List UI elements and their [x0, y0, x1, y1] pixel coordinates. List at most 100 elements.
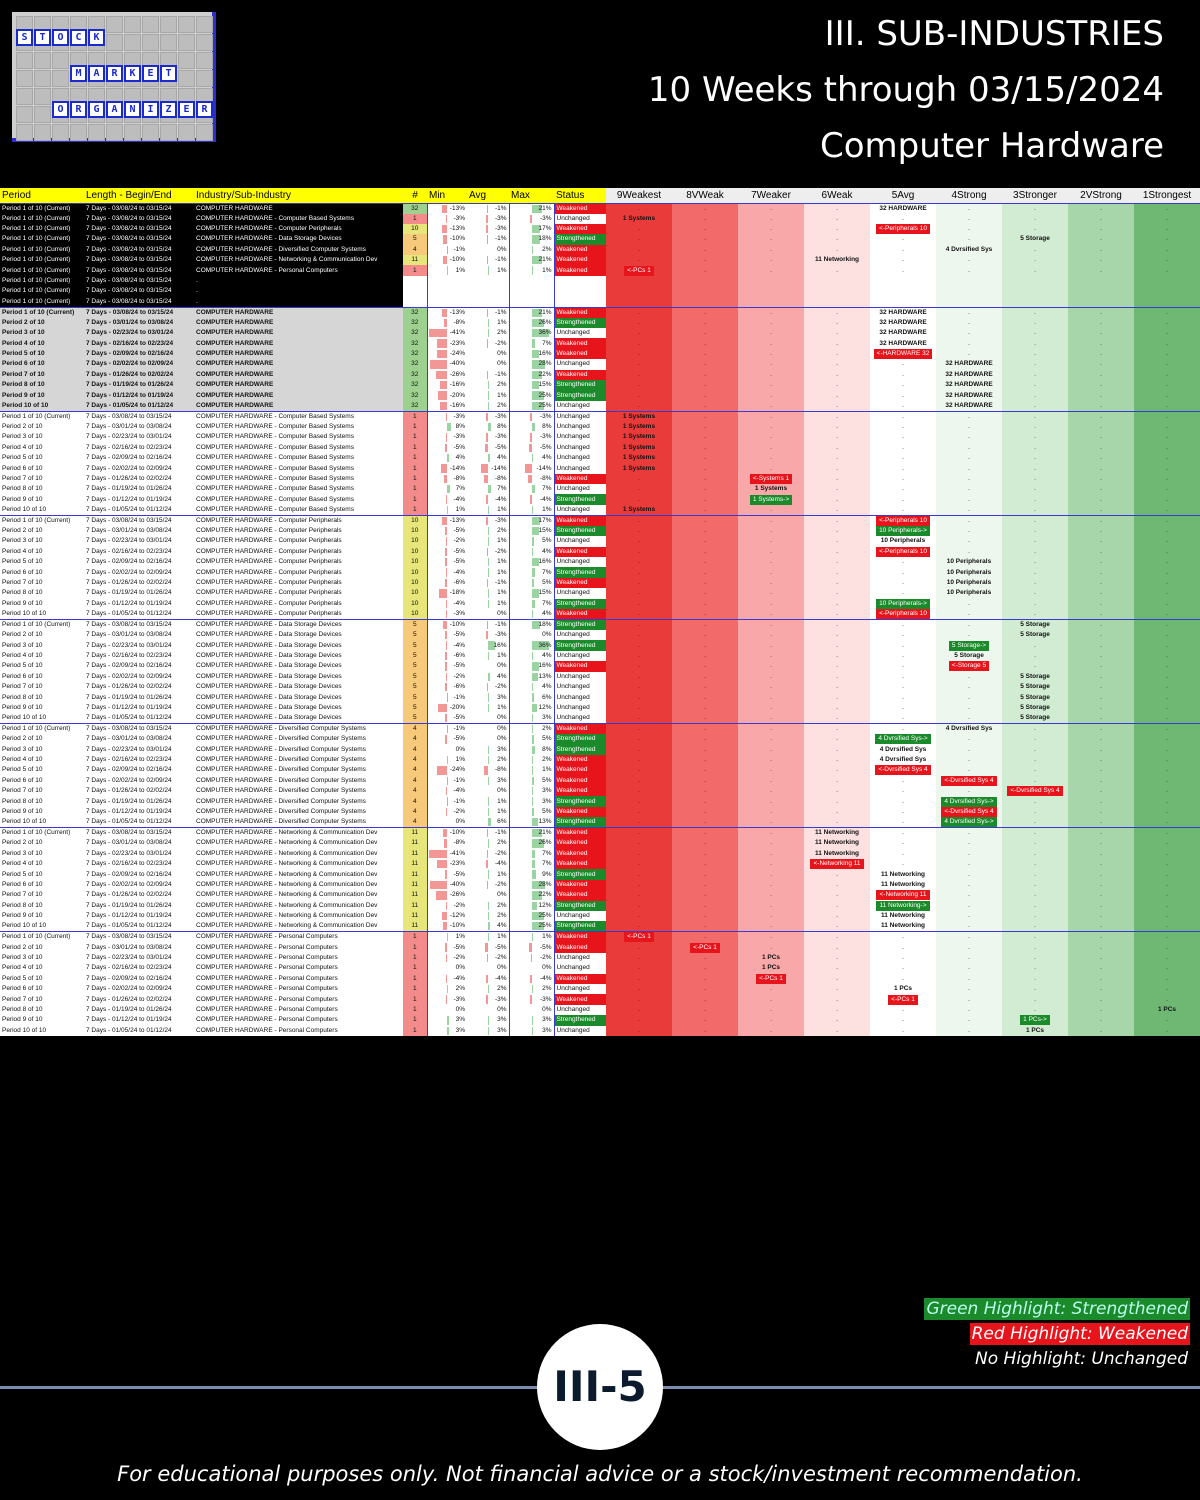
count-cell: 1 [403, 994, 427, 1005]
avg-cell: -3% [467, 410, 509, 422]
logo-letter-tile: T [34, 29, 51, 46]
rank-cell: 10 Peripherals [936, 557, 1002, 568]
rank-cell: . [606, 588, 672, 599]
rank-cell: . [606, 994, 672, 1005]
rank-cell: . [804, 681, 870, 693]
value-text: 1% [542, 933, 552, 941]
value-text: -2% [494, 339, 507, 347]
rank-cell: . [1134, 234, 1200, 245]
logo-grid-cell [160, 16, 177, 33]
count-cell: 4 [403, 723, 427, 735]
rank-cell: 10 Peripherals [936, 567, 1002, 578]
value-text: 1% [497, 703, 507, 711]
status-cell: Unchanged [554, 504, 606, 516]
min-cell: 1% [426, 754, 467, 766]
period-cell: Period 3 of 10 [0, 432, 84, 443]
logo-letter-tile: I [142, 101, 159, 118]
rank-cell: . [672, 931, 738, 943]
value-text: 3% [455, 1016, 465, 1024]
rank-cell: . [870, 1025, 936, 1036]
value-text: 16% [538, 558, 552, 566]
period-cell: Period 5 of 10 [0, 869, 84, 880]
value-text: 9% [542, 870, 552, 878]
value-text: 21% [538, 256, 552, 264]
max-cell: -14% [508, 463, 555, 474]
rank-cell: . [606, 514, 672, 526]
rank-cell: . [804, 265, 870, 276]
table-row: Period 10 of 10 7 Days - 01/05/24 to 01/1… [0, 1025, 1200, 1036]
rank-cell: . [1002, 379, 1068, 391]
logo-letter-tile: M [70, 65, 87, 82]
rank-cell: . [738, 931, 804, 943]
rank-cell: . [804, 306, 870, 318]
rank-cell: . [738, 348, 804, 360]
value-text: 26% [538, 318, 552, 326]
rank-label: 1 PCs [1157, 1005, 1177, 1013]
count-cell: 11 [403, 827, 427, 839]
max-cell: 15% [508, 525, 555, 537]
avg-cell: 3% [467, 1015, 509, 1026]
period-cell: Period 10 of 10 [0, 713, 84, 724]
rank-cell: . [804, 713, 870, 724]
logo-letter-tile: O [52, 101, 69, 118]
data-bar [531, 839, 545, 848]
count-cell: 10 [403, 536, 427, 547]
table-row: Period 10 of 10 7 Days - 01/05/24 to 01/1… [0, 609, 1200, 620]
rank-cell: . [672, 348, 738, 360]
rank-cell: . [936, 754, 1002, 766]
data-bar [531, 703, 538, 713]
value-text: 3% [497, 745, 507, 753]
rank-label: 1 PCs [893, 985, 913, 993]
value-text: -13% [449, 204, 465, 212]
rank-cell: 5 Storage [1002, 713, 1068, 724]
max-cell: -8% [508, 473, 555, 485]
value-text: -4% [494, 860, 507, 868]
length-cell: 7 Days - 03/08/24 to 03/15/24 [84, 244, 194, 256]
rank-cell: . [672, 369, 738, 380]
rank-cell: . [1002, 817, 1068, 828]
value-text: 21% [538, 204, 552, 212]
rank-cell: 10 Peripherals-> [870, 525, 936, 537]
value-text: 0% [497, 662, 507, 670]
logo-grid-cell [160, 124, 177, 141]
data-bar [531, 245, 533, 255]
rank-cell: 1 Systems [606, 432, 672, 443]
rank-cell: . [1002, 963, 1068, 974]
industry-cell: COMPUTER HARDWARE - Computer Peripherals [194, 577, 403, 589]
rank-cell: 32 HARDWARE [936, 359, 1002, 370]
rank-cell: . [672, 1004, 738, 1016]
logo-letter-tile: K [88, 29, 105, 46]
value-text: -8% [494, 474, 507, 482]
industry-cell: COMPUTER HARDWARE - Computer Based Syste… [194, 432, 403, 443]
min-cell [426, 275, 467, 287]
table-row: Period 8 of 10 7 Days - 01/19/24 to 01/26… [0, 588, 1200, 599]
rank-cell: . [606, 1025, 672, 1036]
period-cell: Period 9 of 10 [0, 910, 84, 922]
avg-cell: 3% [467, 1025, 509, 1036]
min-cell: -5% [426, 630, 467, 641]
data-bar [438, 703, 448, 713]
rank-cell: . [672, 994, 738, 1005]
rank-cell: . [936, 348, 1002, 360]
data-bar [531, 714, 533, 723]
period-cell: Period 6 of 10 [0, 983, 84, 995]
rank-label: 5 Storage [1020, 631, 1050, 639]
rank-cell: . [870, 473, 936, 485]
value-text: -5% [453, 735, 465, 743]
rank-cell [606, 286, 672, 297]
rank-cell: 5 Storage [1002, 630, 1068, 641]
rank-cell: . [870, 963, 936, 974]
rank-label: <-Storage 5 [948, 661, 990, 672]
rank-cell [936, 286, 1002, 297]
rank-cell: . [738, 734, 804, 745]
period-cell: Period 9 of 10 [0, 390, 84, 401]
length-cell: 7 Days - 03/01/24 to 03/08/24 [84, 942, 194, 953]
rank-cell: . [1134, 317, 1200, 329]
max-cell: 17% [508, 514, 555, 526]
value-text: 13% [538, 818, 552, 826]
value-text: 3% [497, 1026, 507, 1034]
industry-cell: COMPUTER HARDWARE - Computer Peripherals [194, 525, 403, 537]
rank-cell: . [804, 952, 870, 964]
rank-cell: . [1134, 213, 1200, 224]
rank-cell: . [870, 504, 936, 516]
